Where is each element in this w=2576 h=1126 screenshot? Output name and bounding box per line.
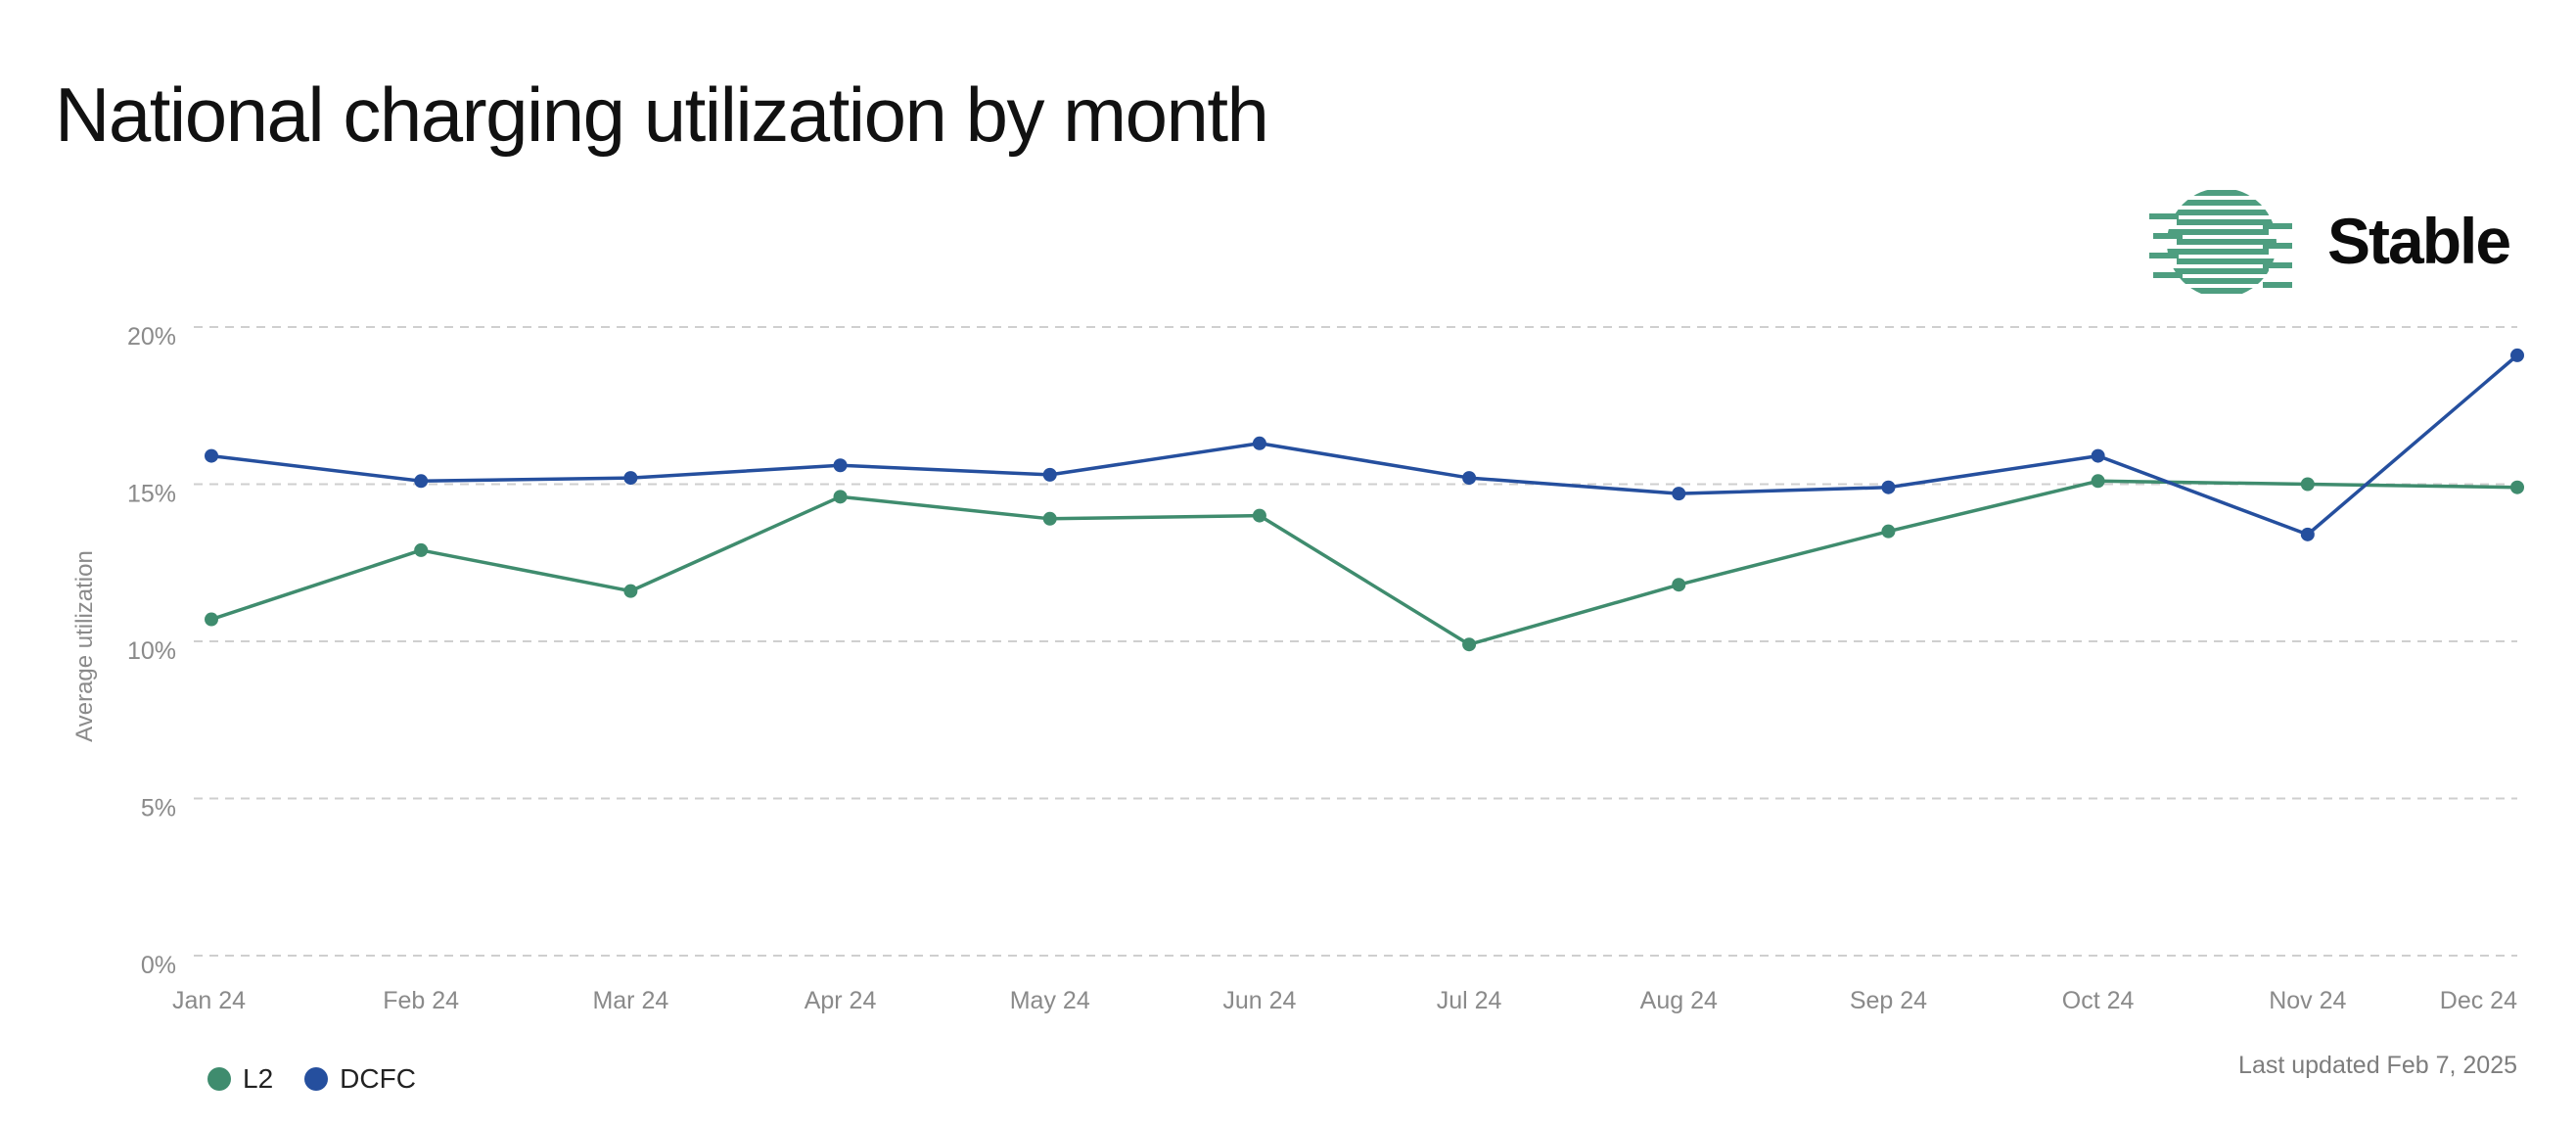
y-tick-label: 10% xyxy=(127,637,176,665)
data-point-l2[interactable] xyxy=(2510,480,2524,494)
x-tick-label: May 24 xyxy=(1010,987,1090,1014)
x-tick-label: Aug 24 xyxy=(1640,987,1718,1014)
series-lines xyxy=(210,353,2519,646)
x-tick-label: Jan 24 xyxy=(172,987,246,1014)
legend-item-dcfc[interactable]: DCFC xyxy=(304,1063,416,1095)
x-tick-label: Nov 24 xyxy=(2269,987,2346,1014)
stable-logo-icon xyxy=(2149,190,2292,294)
x-tick-label: Jul 24 xyxy=(1437,987,1502,1014)
x-tick-label: Oct 24 xyxy=(2062,987,2135,1014)
y-tick-label: 20% xyxy=(127,323,176,351)
grid-lines xyxy=(194,326,2517,957)
last-updated-note: Last updated Feb 7, 2025 xyxy=(2238,1052,2517,1079)
x-axis-ticks: Jan 24 Feb 24 Mar 24 Apr 24 May 24 Jun 24 Jul … xyxy=(172,987,2517,1014)
legend-item-l2[interactable]: L2 xyxy=(207,1063,273,1095)
data-point-dcfc[interactable] xyxy=(1881,480,1896,494)
series-line-l2 xyxy=(210,479,2518,646)
x-tick-label: Feb 24 xyxy=(383,987,459,1014)
data-point-l2[interactable] xyxy=(1881,524,1896,539)
data-point-l2[interactable] xyxy=(623,584,638,598)
data-point-l2[interactable] xyxy=(2300,477,2315,492)
data-point-l2[interactable] xyxy=(833,490,848,504)
data-point-l2[interactable] xyxy=(205,612,218,627)
x-tick-label: Dec 24 xyxy=(2440,987,2517,1014)
y-axis-title: Average utilization xyxy=(71,550,98,742)
legend-label-dcfc: DCFC xyxy=(340,1063,416,1094)
data-point-dcfc[interactable] xyxy=(2091,448,2105,463)
chart-title: National charging utilization by month xyxy=(55,71,1269,158)
data-point-dcfc[interactable] xyxy=(1672,487,1686,501)
data-point-l2[interactable] xyxy=(414,542,429,557)
data-point-dcfc[interactable] xyxy=(1462,471,1477,486)
data-point-l2[interactable] xyxy=(1672,578,1686,592)
x-tick-label: Apr 24 xyxy=(805,987,877,1014)
data-point-dcfc[interactable] xyxy=(1042,467,1057,482)
data-point-dcfc[interactable] xyxy=(1252,436,1266,450)
y-tick-label: 0% xyxy=(141,952,176,979)
x-tick-label: Jun 24 xyxy=(1222,987,1296,1014)
data-point-l2[interactable] xyxy=(2091,474,2105,489)
data-point-l2[interactable] xyxy=(1252,508,1266,523)
x-tick-label: Sep 24 xyxy=(1850,987,1927,1014)
data-point-dcfc[interactable] xyxy=(414,474,429,489)
legend-swatch-dcfc xyxy=(304,1067,329,1091)
legend-swatch-l2 xyxy=(207,1067,231,1091)
series-line-dcfc xyxy=(210,353,2519,537)
data-point-l2[interactable] xyxy=(1462,637,1477,652)
data-point-dcfc[interactable] xyxy=(205,448,218,463)
brand-name: Stable xyxy=(2327,205,2511,277)
y-axis-ticks: 0% 5% 10% 15% 20% xyxy=(127,323,176,979)
data-point-dcfc[interactable] xyxy=(2300,527,2315,541)
series-points xyxy=(205,348,2524,652)
data-point-dcfc[interactable] xyxy=(623,471,638,486)
legend-label-l2: L2 xyxy=(243,1063,274,1094)
data-point-dcfc[interactable] xyxy=(833,458,848,473)
x-tick-label: Mar 24 xyxy=(592,987,668,1014)
y-tick-label: 15% xyxy=(127,481,176,508)
y-tick-label: 5% xyxy=(141,795,176,822)
legend: L2 DCFC xyxy=(207,1063,447,1095)
data-point-l2[interactable] xyxy=(1042,511,1057,526)
data-point-dcfc[interactable] xyxy=(2510,348,2524,362)
